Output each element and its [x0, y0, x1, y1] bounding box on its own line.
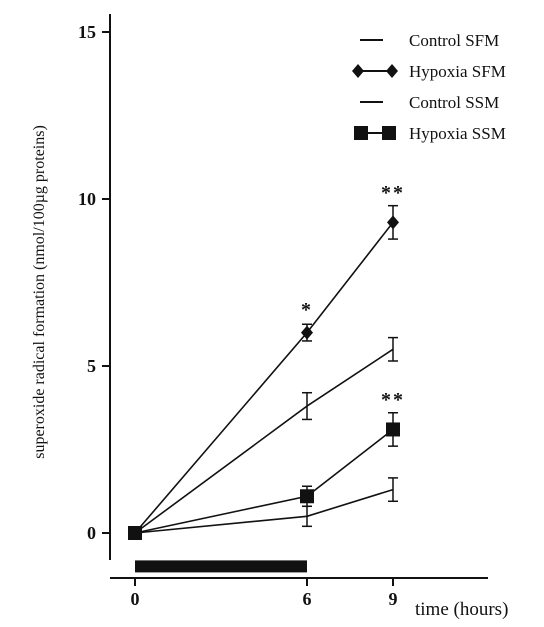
series-line: [134, 488, 394, 534]
y-ticks: 0 5 10 15: [78, 22, 110, 543]
legend-marker: [382, 126, 396, 140]
y-tick-label: 0: [87, 523, 96, 543]
x-tick-label: 0: [131, 589, 140, 609]
series-hypoxia-ssm: [128, 412, 401, 540]
y-tick-label: 5: [87, 356, 96, 376]
legend-marker: [352, 64, 364, 78]
significance-marker: *: [301, 299, 313, 321]
series-control-sfm: [128, 336, 399, 540]
legend-label: Hypoxia SSM: [409, 124, 506, 143]
series-line: [134, 428, 394, 534]
legend-item: Control SSM: [360, 93, 499, 112]
x-tick-label: 9: [389, 589, 398, 609]
legend: Control SFM Hypoxia SFM Control SSM Hypoxia…: [352, 31, 506, 143]
error-bar: [302, 391, 313, 421]
error-bar: [388, 477, 399, 503]
legend-item: Control SFM: [360, 31, 499, 50]
x-ticks: 0 6 9: [131, 578, 398, 609]
data-point-marker: [300, 489, 315, 504]
series-hypoxia-sfm: [128, 204, 400, 540]
legend-label: Control SFM: [409, 31, 499, 50]
y-tick-label: 15: [78, 22, 96, 42]
data-point-marker: [301, 325, 314, 340]
data-point-marker: [128, 526, 142, 540]
legend-marker: [386, 64, 398, 78]
data-point-marker: [386, 422, 401, 437]
significance-markers: *****: [301, 182, 405, 411]
x-axis-title: time (hours): [415, 599, 508, 620]
legend-marker: [354, 126, 368, 140]
y-axis-title: superoxide radical formation (nmol/100µg…: [31, 125, 48, 459]
series-line: [134, 221, 394, 534]
significance-marker: **: [381, 389, 405, 411]
y-tick-label: 10: [78, 189, 96, 209]
series-layer: [128, 204, 401, 540]
legend-label: Control SSM: [409, 93, 499, 112]
legend-item: Hypoxia SSM: [354, 124, 506, 143]
error-bar: [388, 336, 399, 362]
significance-marker: **: [381, 182, 405, 204]
legend-item: Hypoxia SFM: [352, 62, 506, 81]
x-tick-label: 6: [303, 589, 312, 609]
legend-label: Hypoxia SFM: [409, 62, 506, 81]
hypoxia-exposure-bar: [135, 560, 308, 573]
data-point-marker: [387, 215, 400, 230]
axes: 0 5 10 15 0 6 9 superoxide radical formation …: [31, 14, 508, 620]
